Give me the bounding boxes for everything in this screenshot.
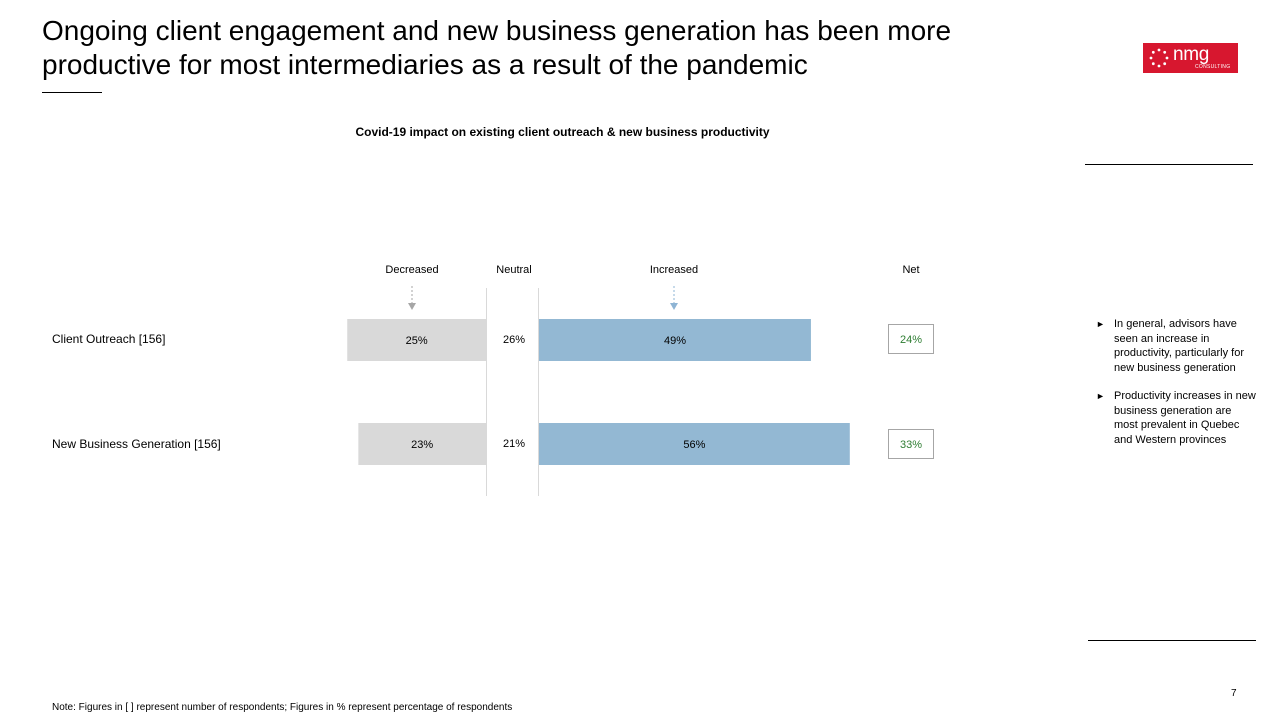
sidebar-bottom-rule [1088,640,1256,641]
row-label-client-outreach: Client Outreach [156] [52,332,166,346]
slide-title: Ongoing client engagement and new busine… [42,15,952,80]
insight-item: ► In general, advisors have seen an incr… [1096,317,1256,375]
header-increased: Increased [649,264,699,276]
neutral-left-divider [486,288,487,496]
increased-bar [539,319,811,361]
logo-mark-icon [1149,48,1169,68]
page-number: 7 [1231,688,1237,699]
logo-subtext: CONSULTING [1195,64,1231,70]
title-underline [42,92,102,93]
increased-arrow-icon [670,286,678,310]
chart-title: Covid-19 impact on existing client outre… [355,125,770,139]
header-neutral: Neutral [496,264,532,276]
row-label-new-business: New Business Generation [156] [52,437,221,451]
net-value-new-business: 33% [888,429,934,459]
decreased-bar [358,423,486,465]
neutral-right-divider [538,288,539,496]
bullet-arrow-icon: ► [1096,319,1105,329]
insight-text: Productivity increases in new business g… [1114,390,1256,446]
logo-brand: nmg [1173,44,1210,65]
insights-panel: ► In general, advisors have seen an incr… [1096,317,1256,461]
increased-bar-label: 56% [683,439,705,451]
header-net: Net [902,264,920,276]
header-decreased: Decreased [385,264,439,276]
net-value-client-outreach: 24% [888,324,934,354]
decreased-bar-label: 23% [411,439,433,451]
nmg-logo: nmg CONSULTING [1143,43,1238,73]
decreased-arrow-icon [408,286,416,310]
sidebar-top-rule [1085,164,1253,165]
decreased-bar-label: 25% [406,335,428,347]
neutral-value-label: 21% [503,438,525,450]
footnote: Note: Figures in [ ] represent number of… [52,702,513,713]
neutral-value-label: 26% [503,334,525,346]
insight-text: In general, advisors have seen an increa… [1114,318,1245,374]
decreased-bar [347,319,486,361]
increased-bar-label: 49% [664,335,686,347]
insight-item: ► Productivity increases in new business… [1096,389,1256,447]
increased-bar [539,423,850,465]
bullet-arrow-icon: ► [1096,391,1105,401]
